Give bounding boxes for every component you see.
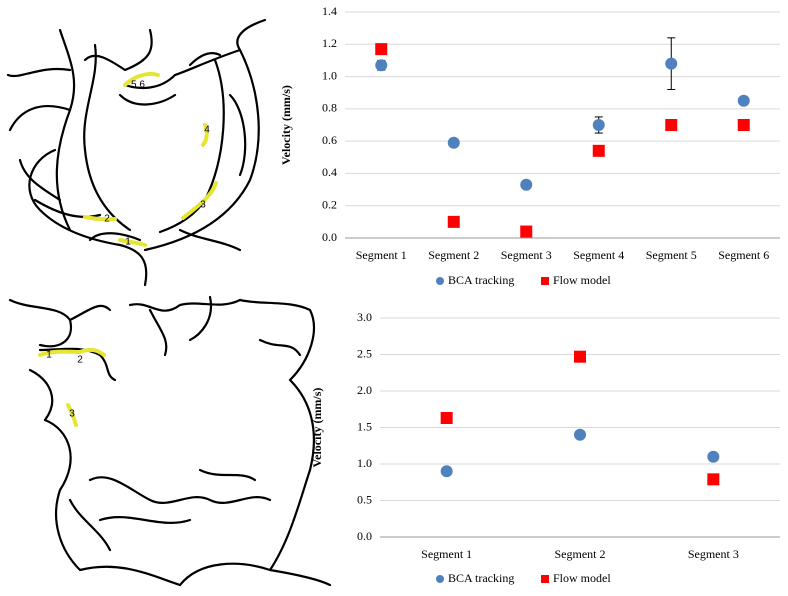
y-tick-label: 1.0 xyxy=(322,68,337,82)
y-tick-label: 0.8 xyxy=(322,101,337,115)
vessel-network-bottom xyxy=(8,295,332,587)
y-tick-label: 1.0 xyxy=(357,456,372,470)
segment-label: 4 xyxy=(204,125,210,136)
segment-label: 5,6 xyxy=(131,80,145,91)
vessel-network-top xyxy=(6,18,267,287)
legend-label: Flow model xyxy=(553,571,611,585)
y-tick-label: 0.5 xyxy=(357,492,372,506)
y-tick-label: 0.0 xyxy=(357,529,372,543)
point xyxy=(707,473,720,486)
point xyxy=(375,43,388,56)
point xyxy=(520,225,533,238)
point xyxy=(665,119,678,131)
highlight xyxy=(38,349,82,357)
highlight xyxy=(78,347,106,357)
legend-label: Flow model xyxy=(553,273,611,287)
segment-label: 2 xyxy=(77,355,83,366)
legend-label: BCA tracking xyxy=(448,571,514,585)
segment-label: 3 xyxy=(69,409,75,420)
y-tick-label: 0.4 xyxy=(322,165,337,179)
x-tick-label: Segment 5 xyxy=(646,248,697,262)
highlights-bottom xyxy=(38,347,106,427)
point xyxy=(737,119,750,131)
y-tick-label: 0.6 xyxy=(322,133,337,147)
point xyxy=(737,94,750,107)
point xyxy=(574,428,586,441)
point xyxy=(375,59,388,72)
y-tick-label: 2.5 xyxy=(357,346,372,360)
legend-swatch xyxy=(541,277,549,285)
point xyxy=(447,215,460,228)
highlight xyxy=(181,181,218,220)
point xyxy=(440,412,453,425)
segment-label: 2 xyxy=(104,214,110,225)
highlight xyxy=(83,215,117,222)
x-tick-label: Segment 2 xyxy=(555,547,606,561)
legend-swatch xyxy=(436,277,444,285)
highlight xyxy=(66,403,78,427)
point xyxy=(574,350,586,363)
highlight xyxy=(201,123,209,147)
highlight xyxy=(123,71,160,87)
point xyxy=(447,136,460,149)
segment-label: 1 xyxy=(46,350,52,361)
x-tick-label: Segment 4 xyxy=(573,248,624,262)
highlight xyxy=(118,238,147,247)
y-tick-label: 3.0 xyxy=(357,310,372,324)
x-tick-label: Segment 1 xyxy=(356,248,407,262)
legend-label: BCA tracking xyxy=(448,273,514,287)
point xyxy=(592,119,605,131)
y-tick-label: 0.2 xyxy=(322,197,337,211)
y-tick-label: 2.0 xyxy=(357,383,372,397)
x-tick-label: Segment 3 xyxy=(688,547,739,561)
point xyxy=(707,450,720,463)
segment-label: 1 xyxy=(125,237,131,248)
y-tick-label: 1.4 xyxy=(322,4,337,18)
x-tick-label: Segment 3 xyxy=(501,248,552,262)
highlights-top xyxy=(83,71,218,247)
x-tick-label: Segment 2 xyxy=(428,248,479,262)
y-axis-label: Velocity (mm/s) xyxy=(279,85,293,165)
legend-swatch xyxy=(436,575,444,583)
y-axis-label: Velocity (mm/s) xyxy=(310,388,324,468)
legend-swatch xyxy=(541,575,549,583)
x-tick-label: Segment 1 xyxy=(421,547,472,561)
y-tick-label: 1.2 xyxy=(322,36,337,50)
point xyxy=(592,144,605,157)
point xyxy=(440,465,453,478)
y-tick-label: 0.0 xyxy=(322,230,337,244)
point xyxy=(665,57,678,70)
y-tick-label: 1.5 xyxy=(357,419,372,433)
segment-label: 3 xyxy=(200,200,206,211)
point xyxy=(520,178,533,191)
x-tick-label: Segment 6 xyxy=(718,248,769,262)
